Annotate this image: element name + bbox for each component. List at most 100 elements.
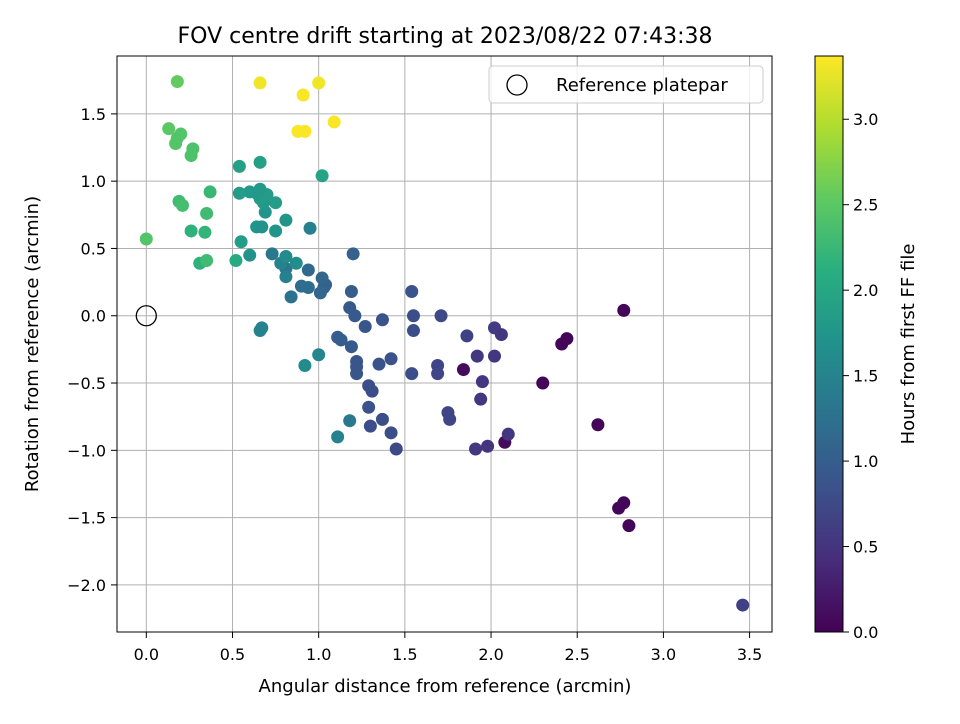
data-point bbox=[253, 324, 267, 338]
data-point bbox=[279, 250, 293, 264]
data-point bbox=[434, 309, 448, 323]
data-point bbox=[406, 309, 420, 323]
data-point bbox=[162, 122, 176, 136]
data-point bbox=[139, 232, 153, 246]
data-point bbox=[384, 352, 398, 366]
data-point bbox=[431, 359, 445, 373]
colorbar-tick-label: 0.5 bbox=[853, 538, 878, 557]
colorbar-tick-label: 1.5 bbox=[853, 367, 878, 386]
data-point bbox=[622, 519, 636, 533]
data-point bbox=[736, 598, 750, 612]
data-point bbox=[255, 220, 269, 234]
data-point bbox=[198, 225, 212, 239]
x-tick-label: 1.5 bbox=[392, 645, 417, 664]
data-point bbox=[243, 185, 257, 199]
x-tick-label: 2.5 bbox=[564, 645, 589, 664]
data-point bbox=[474, 392, 488, 406]
y-axis-label: Rotation from reference (arcmin) bbox=[22, 196, 43, 492]
data-point bbox=[384, 426, 398, 440]
y-tick-label: 0.0 bbox=[81, 307, 106, 326]
data-point bbox=[303, 221, 317, 235]
data-point bbox=[284, 290, 298, 304]
data-point bbox=[279, 270, 293, 284]
data-point bbox=[301, 263, 315, 277]
x-tick-label: 3.5 bbox=[737, 645, 762, 664]
y-tick-label: 1.5 bbox=[81, 105, 106, 124]
x-axis-ticks: 0.0 0.5 1.0 1.5 2.0 2.5 3.0 3.5 bbox=[134, 632, 762, 664]
y-tick-label: 0.5 bbox=[81, 239, 106, 258]
data-point bbox=[348, 309, 362, 323]
data-point bbox=[203, 185, 217, 199]
data-point bbox=[298, 124, 312, 138]
data-point bbox=[363, 419, 377, 433]
data-point bbox=[612, 501, 626, 515]
y-tick-label: −1.5 bbox=[67, 509, 106, 528]
chart-title: FOV centre drift starting at 2023/08/22 … bbox=[178, 24, 713, 49]
x-tick-label: 3.0 bbox=[651, 645, 676, 664]
data-point bbox=[176, 198, 189, 212]
data-point bbox=[327, 115, 341, 129]
y-tick-label: 1.0 bbox=[81, 172, 106, 191]
y-tick-label: −2.0 bbox=[67, 576, 106, 595]
colorbar-label: Hours from first FF file bbox=[898, 244, 919, 445]
data-point bbox=[331, 430, 345, 444]
data-point bbox=[475, 375, 489, 389]
legend-box bbox=[488, 65, 764, 104]
data-point bbox=[405, 285, 419, 299]
data-point bbox=[372, 357, 386, 371]
data-point bbox=[346, 247, 360, 261]
data-point bbox=[470, 349, 484, 363]
data-point bbox=[469, 442, 483, 456]
data-point bbox=[487, 349, 501, 363]
data-point bbox=[536, 376, 550, 390]
legend-entry-label: Reference platepar bbox=[556, 75, 728, 96]
x-tick-label: 0.0 bbox=[134, 645, 159, 664]
data-point bbox=[375, 412, 389, 426]
data-point bbox=[555, 337, 569, 351]
data-point bbox=[441, 406, 455, 420]
colorbar: 0.0 0.5 1.0 1.5 2.0 2.5 3.0 Hours from first F… bbox=[814, 55, 919, 642]
data-point bbox=[312, 348, 326, 362]
data-point bbox=[591, 418, 605, 432]
data-point bbox=[253, 76, 267, 90]
data-point bbox=[186, 142, 200, 156]
data-point bbox=[170, 75, 184, 89]
data-point bbox=[315, 169, 329, 183]
data-point bbox=[279, 213, 293, 227]
plot-area-frame bbox=[116, 55, 773, 633]
legend: Reference platepar bbox=[488, 65, 764, 104]
data-point bbox=[298, 359, 312, 373]
data-point bbox=[313, 286, 327, 300]
x-tick-label: 0.5 bbox=[220, 645, 245, 664]
data-point bbox=[481, 439, 495, 453]
data-point bbox=[265, 247, 279, 261]
data-point bbox=[456, 363, 470, 377]
data-point bbox=[358, 320, 372, 334]
data-point bbox=[460, 329, 474, 343]
colorbar-tick-label: 2.0 bbox=[853, 281, 878, 300]
data-point bbox=[344, 285, 358, 299]
data-points bbox=[139, 75, 750, 612]
data-point bbox=[494, 328, 508, 342]
data-point bbox=[200, 206, 214, 220]
data-point bbox=[289, 256, 303, 270]
data-point bbox=[389, 442, 403, 456]
data-point bbox=[200, 254, 214, 268]
data-point bbox=[362, 400, 376, 414]
data-point bbox=[344, 340, 358, 354]
colorbar-tick-label: 2.5 bbox=[853, 196, 878, 215]
colorbar-tick-label: 1.0 bbox=[853, 452, 878, 471]
data-point bbox=[331, 330, 345, 344]
y-axis-ticks: −2.0 −1.5 −1.0 −0.5 0.0 0.5 1.0 1.5 bbox=[67, 105, 117, 595]
data-point bbox=[232, 186, 246, 200]
data-point bbox=[253, 155, 267, 169]
reference-platepar-marker bbox=[135, 305, 157, 327]
colorbar-gradient bbox=[814, 55, 844, 633]
data-point bbox=[406, 324, 420, 338]
data-point bbox=[269, 196, 283, 210]
x-axis-label: Angular distance from reference (arcmin) bbox=[259, 676, 632, 697]
data-point bbox=[343, 414, 357, 428]
x-tick-label: 1.0 bbox=[306, 645, 331, 664]
data-point bbox=[301, 280, 315, 294]
colorbar-tick-label: 3.0 bbox=[853, 110, 878, 129]
